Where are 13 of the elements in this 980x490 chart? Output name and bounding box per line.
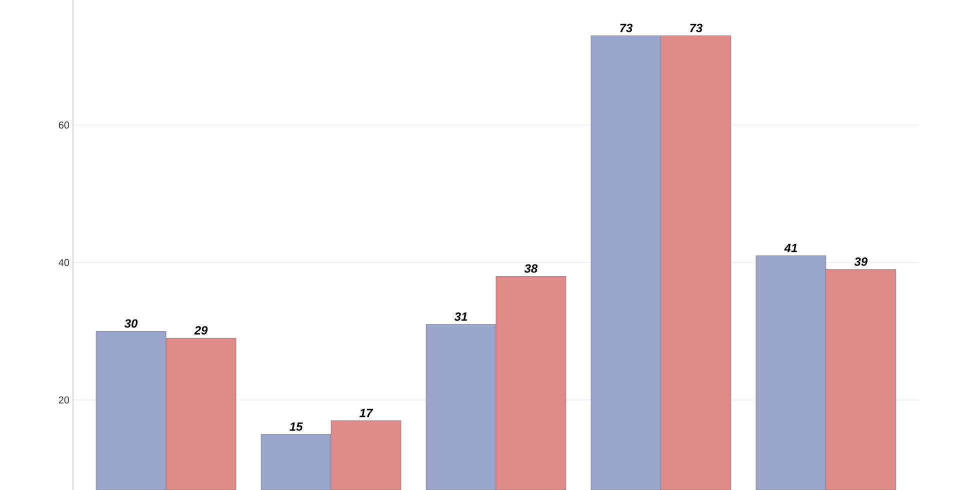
- data-label: 73: [620, 24, 633, 32]
- data-label: 73: [690, 24, 702, 32]
- y-tick-label: 60: [58, 122, 70, 129]
- data-label: 29: [194, 326, 208, 335]
- data-label: 39: [854, 257, 868, 266]
- data-label: 15: [290, 422, 303, 431]
- data-label: 30: [124, 319, 138, 328]
- data-label: 17: [360, 408, 374, 418]
- y-tick-label: 20: [58, 396, 70, 404]
- data-label: 41: [784, 244, 797, 252]
- y-tick-label: 40: [58, 258, 70, 266]
- data-label: 38: [524, 264, 538, 273]
- data-label: 31: [454, 312, 468, 321]
